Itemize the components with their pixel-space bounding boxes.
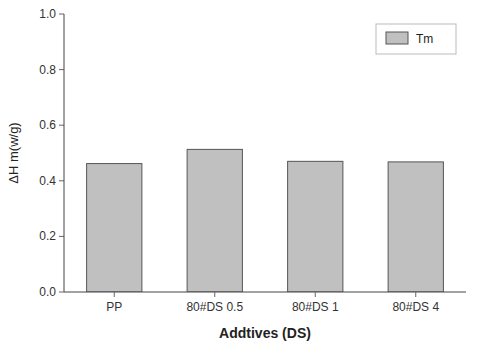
- x-axis-title: Addtives (DS): [219, 325, 311, 341]
- legend: Tm: [376, 24, 456, 54]
- bar: [87, 164, 142, 292]
- bar: [187, 149, 242, 292]
- legend-label: Tm: [416, 32, 433, 46]
- y-tick: [59, 236, 64, 237]
- x-tick: [315, 292, 316, 297]
- x-tick: [415, 292, 416, 297]
- y-axis-title: ΔH m(w/g): [6, 122, 21, 183]
- y-tick-label: 0.4: [39, 174, 56, 188]
- y-tick-label: 0.2: [39, 229, 56, 243]
- legend-swatch: [386, 32, 408, 44]
- y-tick: [59, 180, 64, 181]
- x-axis: PP 80#DS 0.5 80#DS 1 80#DS 4: [106, 292, 439, 314]
- bars: [87, 149, 444, 292]
- bar: [288, 161, 343, 292]
- x-tick-label: PP: [106, 300, 122, 314]
- y-tick: [59, 292, 64, 293]
- x-tick: [114, 292, 115, 297]
- y-tick-label: 0.0: [39, 285, 56, 299]
- x-tick-label: 80#DS 0.5: [186, 300, 243, 314]
- y-axis: 0.0 0.2 0.4 0.6 0.8 1.0: [39, 7, 64, 299]
- y-tick-label: 0.8: [39, 63, 56, 77]
- y-tick-label: 0.6: [39, 118, 56, 132]
- y-axis-line: [64, 14, 65, 292]
- bar: [388, 162, 443, 292]
- y-tick: [59, 125, 64, 126]
- legend-box: [376, 24, 456, 54]
- y-tick-label: 1.0: [39, 7, 56, 21]
- chart-container: 0.0 0.2 0.4 0.6 0.8 1.0 PP 80#DS 0.5 80#DS 1 80#D…: [0, 0, 480, 350]
- x-tick-label: 80#DS 1: [292, 300, 339, 314]
- x-tick-label: 80#DS 4: [392, 300, 439, 314]
- chart-svg: 0.0 0.2 0.4 0.6 0.8 1.0 PP 80#DS 0.5 80#DS 1 80#D…: [0, 0, 480, 350]
- y-tick: [59, 69, 64, 70]
- x-tick: [214, 292, 215, 297]
- y-tick: [59, 14, 64, 15]
- x-axis-line: [64, 292, 466, 293]
